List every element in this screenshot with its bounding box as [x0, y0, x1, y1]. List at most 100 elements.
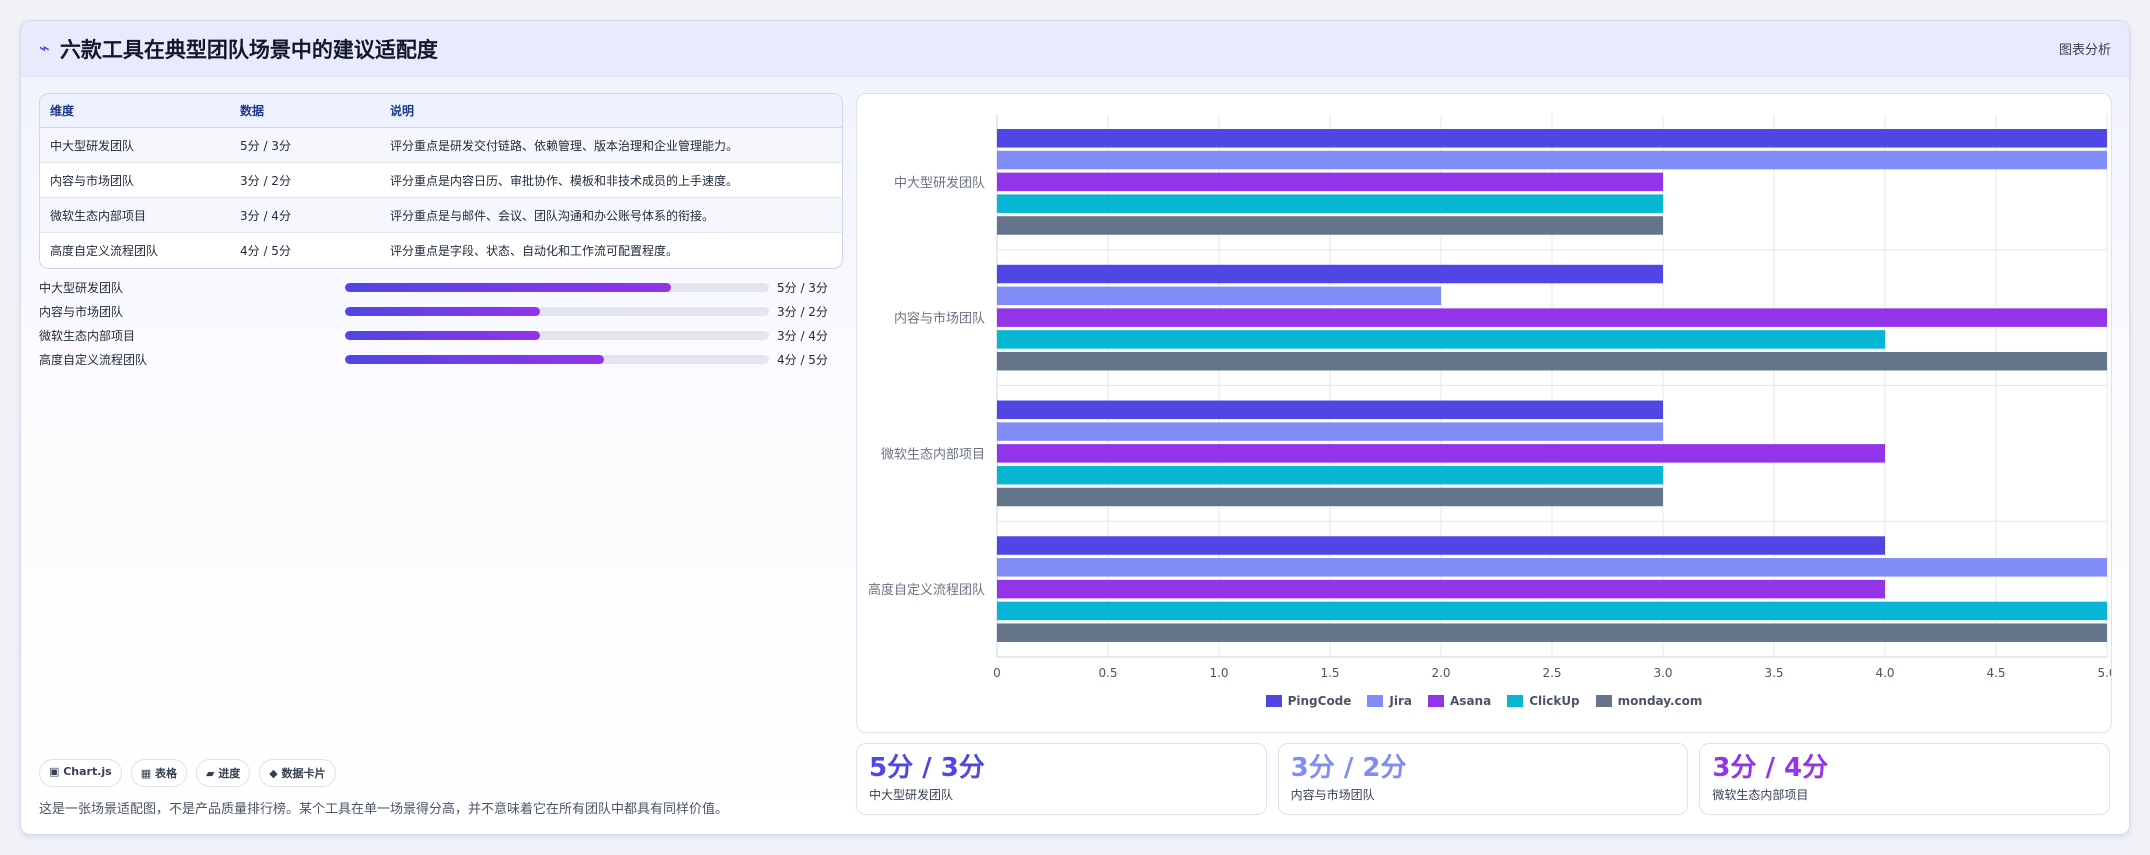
legend-swatch [1507, 695, 1524, 707]
x-tick-label: 2.0 [1431, 666, 1450, 680]
bar-chart: 0 0.5 1.0 1.5 2.0 2.5 3.0 3.5 4.0 4.5 5.0 中大型研发团队内容… [868, 114, 2117, 680]
footnote: 这是一张场景适配图，不是产品质量排行榜。某个工具在单一场景得分高，并不意味着它在… [39, 802, 729, 817]
legend-label: Jira [1389, 694, 1413, 708]
x-tick-label: 4.5 [1986, 666, 2005, 680]
table-cell: 4分 / 5分 [240, 243, 291, 258]
progress-row: 中大型研发团队 5分 / 3分 [39, 275, 841, 299]
chart-icon: ⌁ [39, 38, 50, 59]
progress-track [345, 306, 769, 316]
progress-value: 5分 / 3分 [777, 280, 828, 295]
table-cell: 评分重点是内容日历、审批协作、模板和非技术成员的上手速度。 [380, 162, 842, 198]
table-cell: 3分 / 4分 [230, 197, 380, 233]
progress-row: 内容与市场团队 3分 / 2分 [39, 299, 841, 323]
bar [997, 150, 2107, 170]
progress-fill [345, 282, 672, 292]
bar [997, 623, 2107, 642]
card-label: 中大型研发团队 [869, 788, 954, 802]
column-header: 说明 [380, 94, 842, 128]
legend-item[interactable]: monday.com [1595, 694, 1703, 708]
bar [997, 129, 2107, 148]
bar [997, 264, 1663, 284]
progress-track [345, 330, 769, 340]
chip-chartjs[interactable]: ▣ Chart.js [39, 759, 122, 787]
table-row: 中大型研发团队 5分 / 3分 评分重点是研发交付链路、依赖管理、版本治理和企业… [40, 127, 842, 163]
progress-label: 微软生态内部项目 [39, 328, 136, 343]
table-cell: 内容与市场团队 [40, 162, 230, 198]
column-header: 数据 [230, 94, 380, 128]
table-cell: 微软生态内部项目 [40, 197, 230, 233]
chip-progress[interactable]: ▰ 进度 [195, 759, 251, 787]
bar [997, 400, 1663, 420]
card-value: 3分 / 4分 [1712, 753, 1829, 783]
card-label: 内容与市场团队 [1290, 788, 1375, 802]
legend-item[interactable]: PingCode [1265, 694, 1352, 708]
x-tick-label: 5.0 [2097, 666, 2111, 680]
progress-value: 4分 / 5分 [777, 352, 828, 367]
progress-label: 内容与市场团队 [39, 304, 124, 319]
legend-label: monday.com [1617, 694, 1703, 708]
bar [997, 330, 1885, 349]
bar [997, 558, 2107, 577]
legend-swatch [1265, 695, 1282, 707]
table-cell: 5分 / 3分 [230, 127, 380, 163]
table-cell: 评分重点是字段、状态、自动化和工作流可配置程度。 [390, 243, 679, 258]
chart-legend: PingCode Jira Asana ClickUp monday.com [857, 694, 2111, 708]
data-cards: 5分 / 3分 中大型研发团队 3分 / 2分 内容与市场团队 3分 / 4分 … [856, 743, 2111, 815]
legend-label: ClickUp [1529, 694, 1580, 708]
table-cell: 评分重点是与邮件、会议、团队沟通和办公账号体系的衔接。 [380, 197, 842, 233]
y-tick-label: 微软生态内部项目 [881, 446, 985, 462]
table-row: 微软生态内部项目 3分 / 4分 评分重点是与邮件、会议、团队沟通和办公账号体系… [40, 197, 842, 233]
bar [997, 422, 1663, 441]
bar [997, 579, 1885, 599]
progress-label: 高度自定义流程团队 [39, 352, 148, 367]
x-tick-label: 1.0 [1209, 666, 1228, 680]
x-tick-label: 0.5 [1098, 666, 1117, 680]
table-cell: 3分 / 2分 [230, 162, 380, 198]
progress-label: 中大型研发团队 [39, 280, 124, 295]
progress-value: 3分 / 2分 [777, 304, 828, 319]
data-card: 3分 / 2分 内容与市场团队 [1277, 743, 1689, 815]
header-tag: 图表分析 [2058, 43, 2111, 58]
progress-row: 微软生态内部项目 3分 / 4分 [39, 323, 841, 347]
bar [997, 465, 1663, 485]
legend-swatch [1595, 695, 1612, 707]
card-value: 5分 / 3分 [869, 753, 985, 783]
chip-table[interactable]: ▦ 表格 [130, 759, 187, 787]
progress-row: 高度自定义流程团队 4分 / 5分 [39, 347, 841, 371]
data-table: 维度 数据 说明 中大型研发团队 5分 / 3分 评分重点是研发交付链路、依赖管… [39, 93, 843, 269]
data-card: 5分 / 3分 中大型研发团队 [856, 743, 1267, 815]
bar [997, 216, 1663, 235]
progress-track [345, 282, 769, 292]
title-wrap: ⌁ 六款工具在典型团队场景中的建议适配度 [39, 34, 438, 64]
y-tick-label: 中大型研发团队 [894, 175, 985, 191]
x-tick-label: 2.5 [1542, 666, 1561, 680]
progress-track [345, 354, 769, 364]
progress-fill [345, 330, 541, 340]
bar [997, 536, 1885, 555]
x-tick-label: 3.5 [1764, 666, 1783, 680]
chart-panel: 0 0.5 1.0 1.5 2.0 2.5 3.0 3.5 4.0 4.5 5.0 中大型研发团队内容… [856, 93, 2117, 733]
table-cell: 中大型研发团队 [40, 127, 230, 163]
progress-fill [345, 306, 541, 316]
card-value: 3分 / 2分 [1290, 753, 1407, 783]
page-title: 六款工具在典型团队场景中的建议适配度 [59, 37, 438, 62]
x-tick-label: 0 [993, 666, 1001, 680]
bar [997, 487, 1663, 507]
table-cell: 评分重点是研发交付链路、依赖管理、版本治理和企业管理能力。 [380, 127, 842, 163]
data-card: 3分 / 4分 微软生态内部项目 [1699, 743, 2111, 815]
legend-item[interactable]: ClickUp [1507, 694, 1580, 708]
progress-list: 中大型研发团队 5分 / 3分 内容与市场团队 3分 / 2分 微软生态内部项目… [39, 275, 841, 371]
legend-label: Asana [1450, 694, 1492, 708]
legend-label: PingCode [1287, 694, 1352, 708]
x-tick-label: 4.0 [1875, 666, 1894, 680]
table-header-row: 维度 数据 说明 [40, 94, 842, 128]
chip-data-cards[interactable]: ◆ 数据卡片 [259, 759, 336, 787]
x-tick-label: 3.0 [1653, 666, 1672, 680]
bar [997, 601, 2107, 621]
legend-item[interactable]: Asana [1428, 694, 1491, 708]
progress-fill [345, 354, 604, 364]
bar [997, 308, 2107, 327]
header: ⌁ 六款工具在典型团队场景中的建议适配度 图表分析 [21, 21, 2129, 77]
table-cell: 高度自定义流程团队 [50, 243, 159, 258]
legend-item[interactable]: Jira [1367, 694, 1412, 708]
